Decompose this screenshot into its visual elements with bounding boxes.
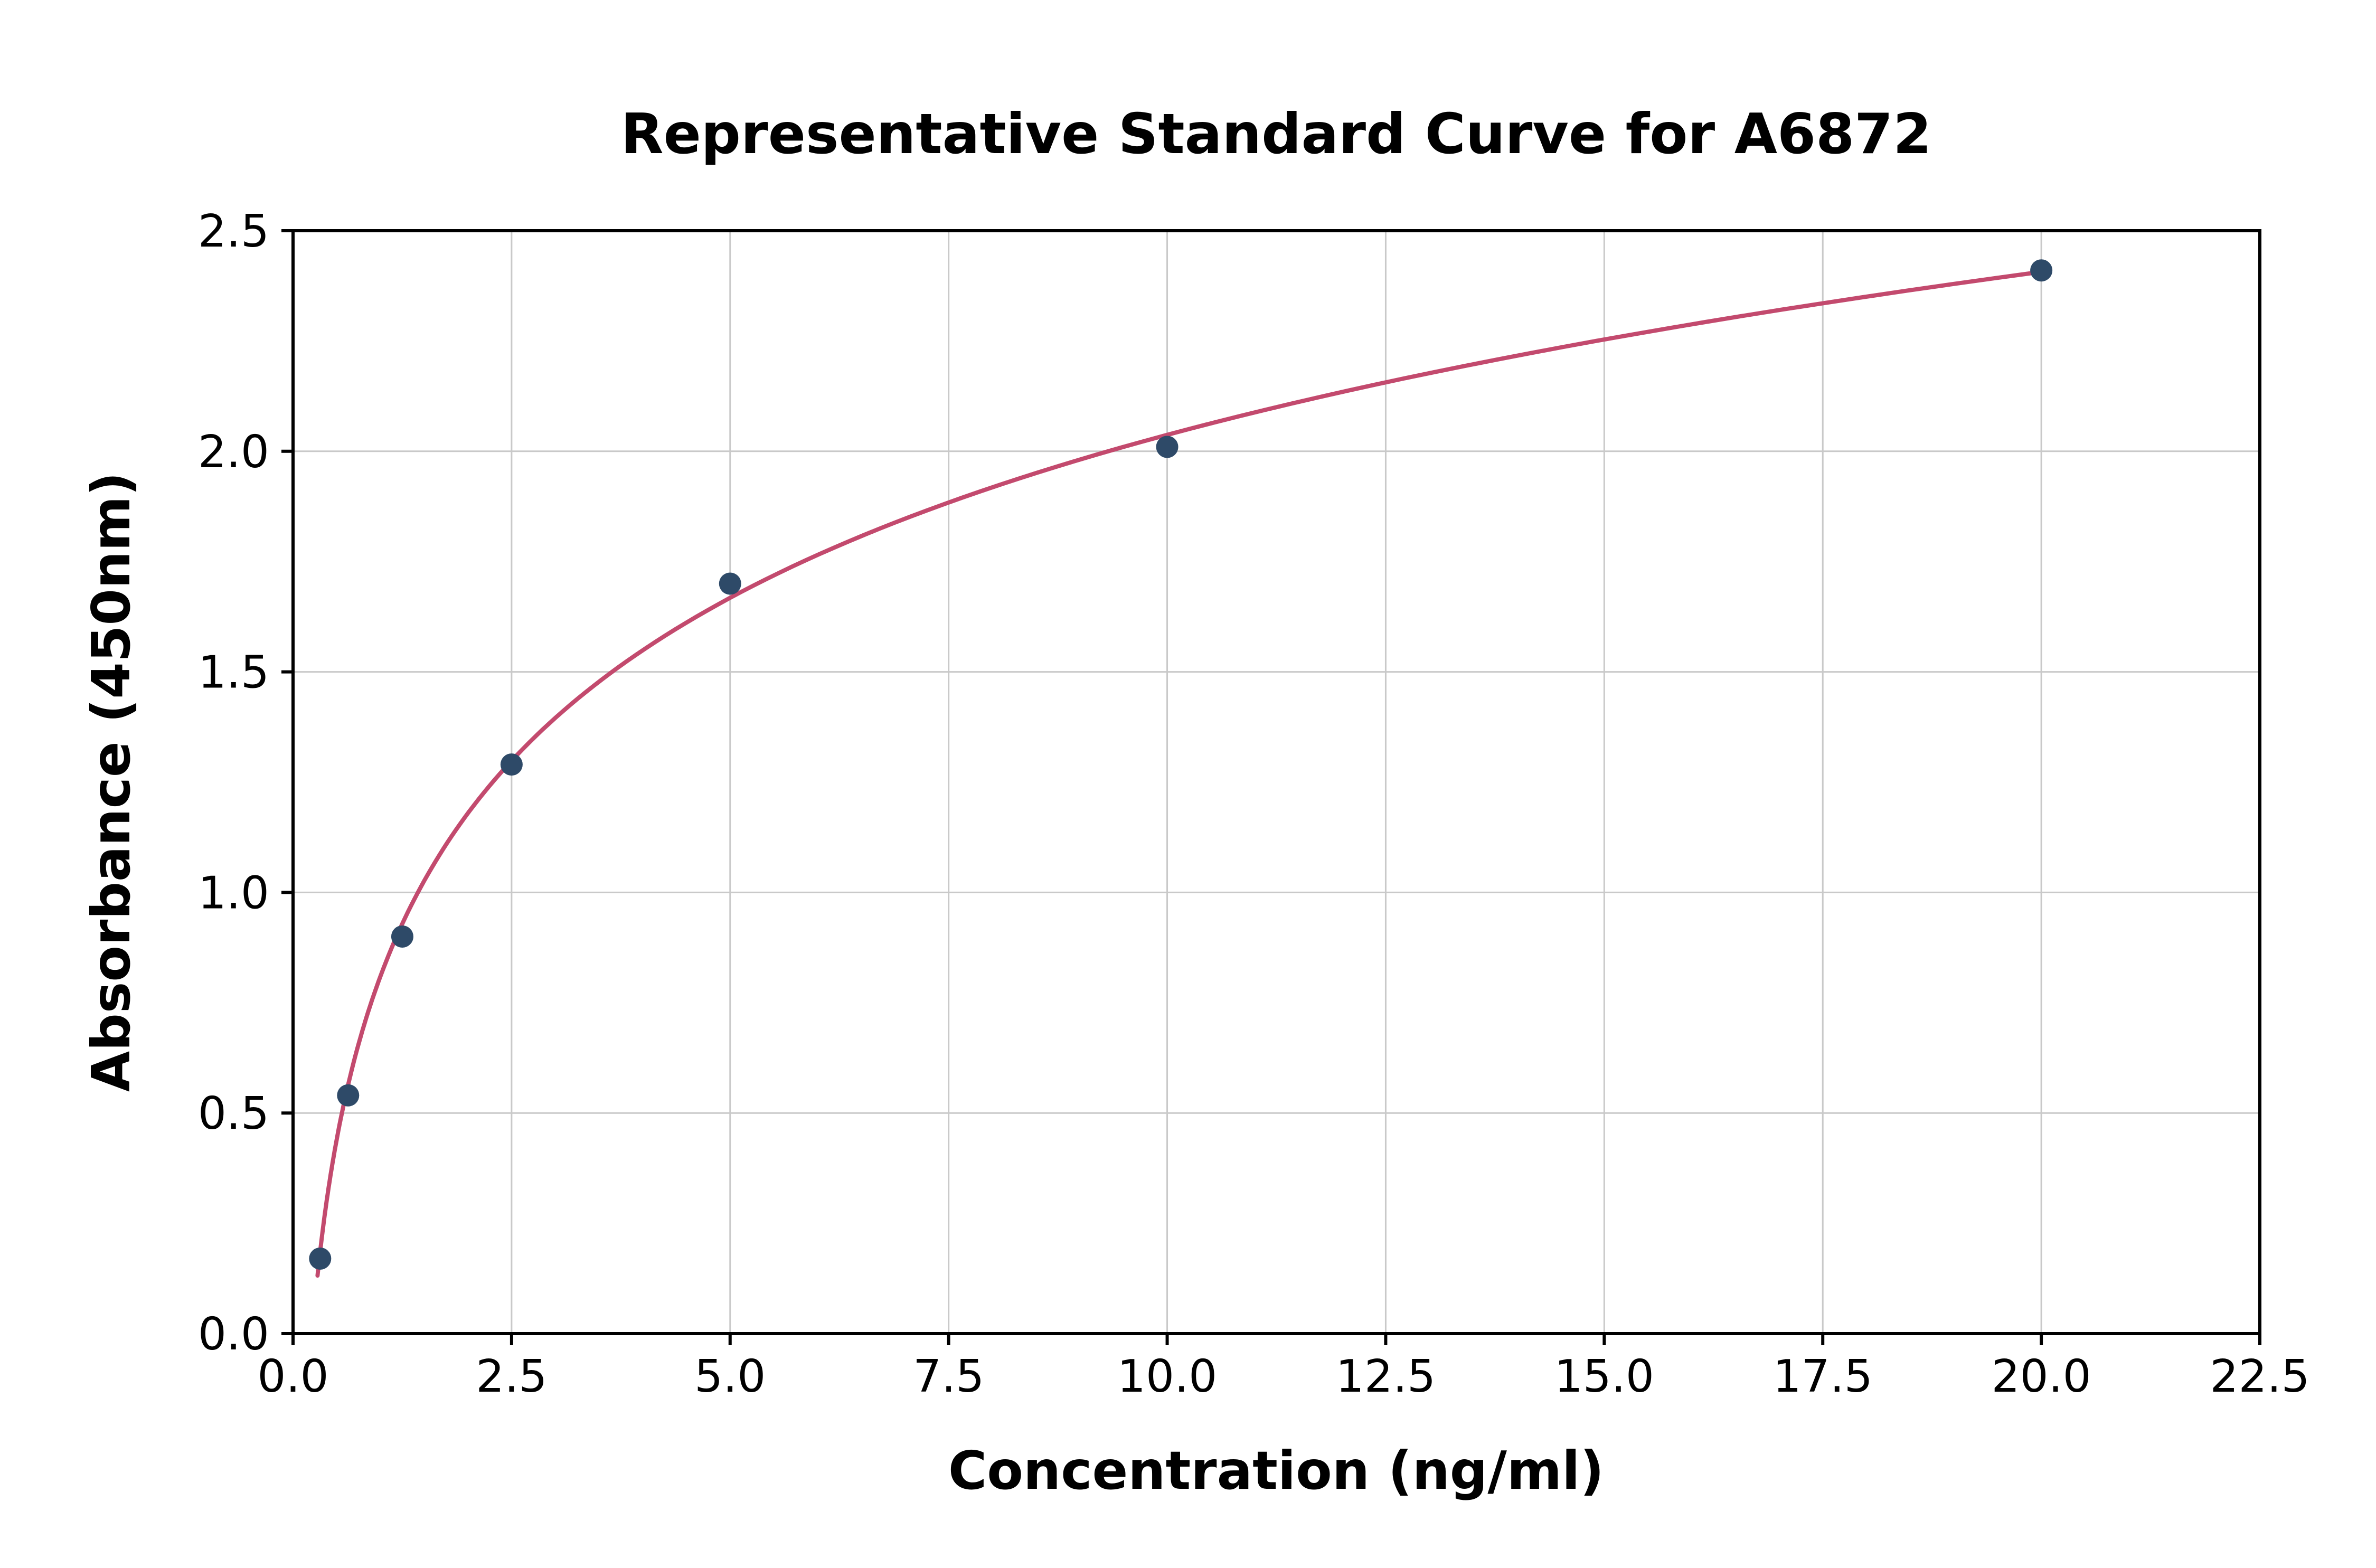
plot-layer <box>309 259 2053 1278</box>
chart-title: Representative Standard Curve for A6872 <box>621 102 1932 166</box>
y-tick-label: 0.5 <box>198 1088 269 1140</box>
plot-border <box>291 229 2261 1335</box>
x-tick-label: 7.5 <box>913 1350 984 1403</box>
x-tick-label: 10.0 <box>1117 1350 1217 1403</box>
x-axis-label: Concentration (ng/ml) <box>948 1440 1604 1501</box>
x-tick-label: 0.0 <box>257 1350 328 1403</box>
data-point <box>309 1247 332 1270</box>
y-tick-label: 0.0 <box>198 1308 269 1361</box>
data-point <box>337 1084 360 1107</box>
data-point <box>2030 259 2053 282</box>
x-tick-label: 15.0 <box>1554 1350 1654 1403</box>
x-tick-label: 22.5 <box>2210 1350 2309 1403</box>
y-tick-label: 2.0 <box>198 426 269 478</box>
x-tick-label: 12.5 <box>1336 1350 1436 1403</box>
x-tick-label: 5.0 <box>694 1350 766 1403</box>
y-tick-label: 1.0 <box>198 867 269 919</box>
data-point <box>500 753 523 776</box>
data-point <box>1156 436 1178 458</box>
tick-layer: 0.0 2.5 5.0 7.5 10.0 12.5 15.0 17.5 20.0 22.5 0.0 0… <box>198 205 2310 1403</box>
data-point <box>391 925 413 948</box>
x-tick-label: 20.0 <box>1991 1350 2091 1403</box>
x-tick-label: 2.5 <box>476 1350 547 1403</box>
data-point <box>719 572 741 595</box>
grid-layer <box>292 230 2261 1335</box>
y-tick-label: 1.5 <box>198 647 269 699</box>
fit-curve <box>315 269 2044 1278</box>
y-tick-label: 2.5 <box>198 205 269 258</box>
y-axis-label: Absorbance (450nm) <box>80 472 142 1092</box>
x-tick-label: 17.5 <box>1773 1350 1873 1403</box>
